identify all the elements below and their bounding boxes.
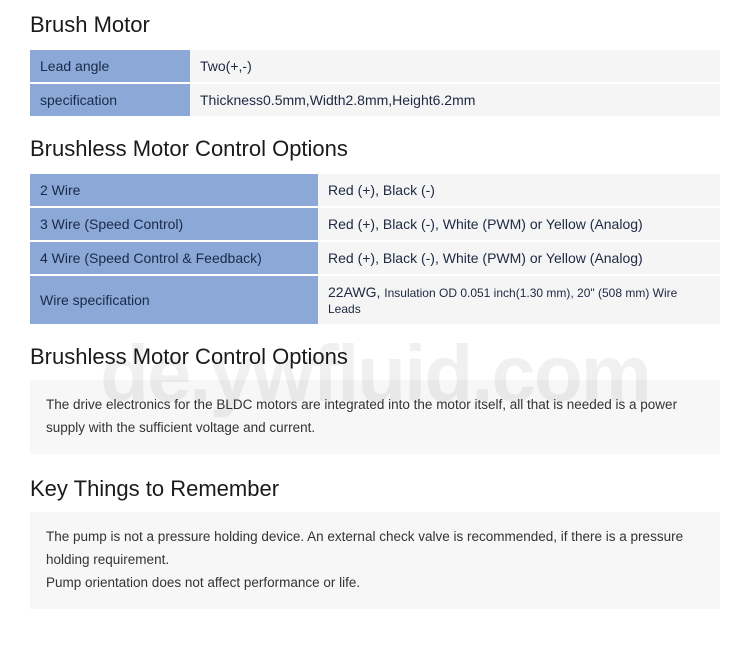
brush-motor-table: Lead angle Two(+,-) specification Thickn… <box>30 48 720 118</box>
table-row: 3 Wire (Speed Control) Red (+), Black (-… <box>30 208 720 240</box>
bmco-table: 2 Wire Red (+), Black (-) 3 Wire (Speed … <box>30 172 720 326</box>
spec-label: Wire specification <box>30 276 318 324</box>
bmco-note-box: The drive electronics for the BLDC motor… <box>30 380 720 454</box>
bmco-note-title: Brushless Motor Control Options <box>30 344 720 370</box>
spec-label: Lead angle <box>30 50 190 82</box>
spec-label: 2 Wire <box>30 174 318 206</box>
key-things-line1: The pump is not a pressure holding devic… <box>46 526 704 572</box>
table-row: 2 Wire Red (+), Black (-) <box>30 174 720 206</box>
spec-label: 4 Wire (Speed Control & Feedback) <box>30 242 318 274</box>
spec-value: Red (+), Black (-) <box>318 174 720 206</box>
table-row: Wire specification 22AWG, Insulation OD … <box>30 276 720 324</box>
wire-spec-main: 22AWG, <box>328 284 384 300</box>
spec-label: 3 Wire (Speed Control) <box>30 208 318 240</box>
brush-motor-title: Brush Motor <box>30 12 720 38</box>
bmco-table-title: Brushless Motor Control Options <box>30 136 720 162</box>
spec-value: Red (+), Black (-), White (PWM) or Yello… <box>318 208 720 240</box>
table-row: 4 Wire (Speed Control & Feedback) Red (+… <box>30 242 720 274</box>
table-row: specification Thickness0.5mm,Width2.8mm,… <box>30 84 720 116</box>
spec-value: Red (+), Black (-), White (PWM) or Yello… <box>318 242 720 274</box>
spec-value: Thickness0.5mm,Width2.8mm,Height6.2mm <box>190 84 720 116</box>
key-things-title: Key Things to Remember <box>30 476 720 502</box>
spec-label: specification <box>30 84 190 116</box>
table-row: Lead angle Two(+,-) <box>30 50 720 82</box>
spec-value: Two(+,-) <box>190 50 720 82</box>
spec-value: 22AWG, Insulation OD 0.051 inch(1.30 mm)… <box>318 276 720 324</box>
page-content: Brush Motor Lead angle Two(+,-) specific… <box>0 0 750 609</box>
key-things-line2: Pump orientation does not affect perform… <box>46 572 704 595</box>
key-things-box: The pump is not a pressure holding devic… <box>30 512 720 609</box>
